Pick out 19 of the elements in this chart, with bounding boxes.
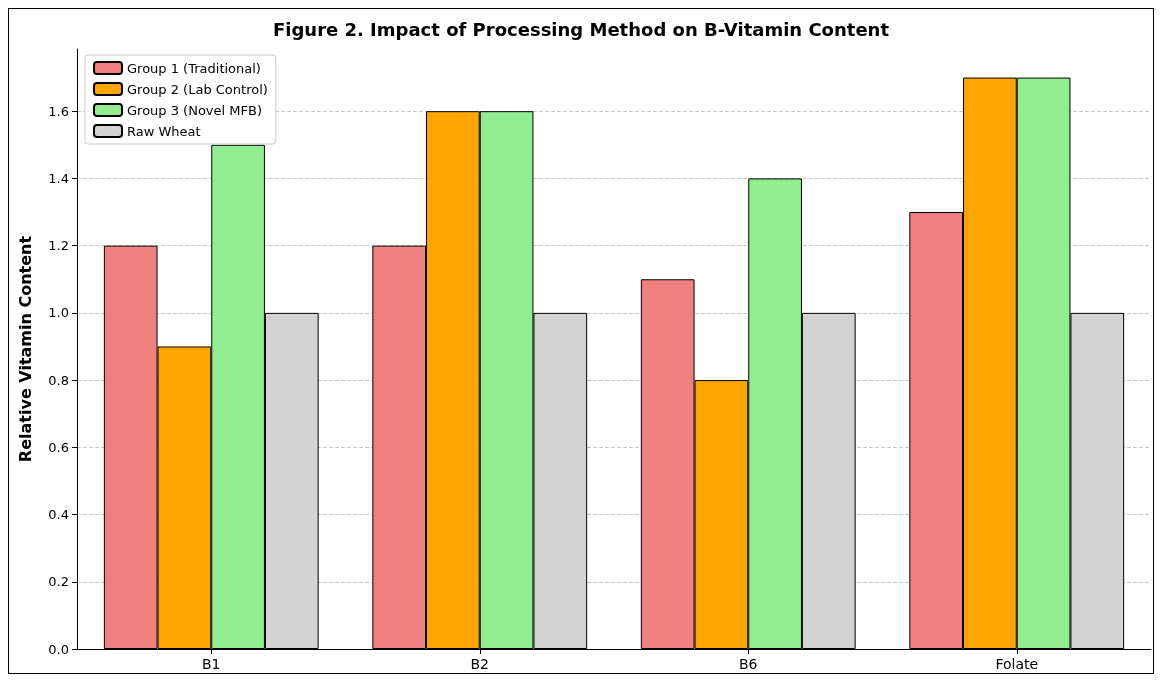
x-tick-label: B1 [201,656,221,672]
y-tick-label: 0.8 [48,372,69,388]
y-tick-label: 1.2 [48,238,69,254]
x-tick-label: B6 [738,656,758,672]
y-tick-label: 1.0 [48,305,69,321]
x-tick-label: Folate [995,656,1039,672]
x-tick-label: B2 [470,656,490,672]
y-tick-label: 0.4 [48,507,69,523]
chart-title: Figure 2. Impact of Processing Method on B-Vitamin Content [272,18,890,40]
legend-label: Group 2 (Lab Control) [127,81,268,97]
legend-label: Raw Wheat [127,123,201,139]
y-tick-label: 0.6 [48,439,69,455]
y-axis-title: Relative Vitamin Content [15,235,35,463]
legend-label: Group 1 (Traditional) [127,60,261,76]
legend-label: Group 3 (Novel MFB) [127,102,262,118]
y-tick-label: 0.0 [48,641,69,657]
y-tick-label: 1.4 [48,170,69,186]
y-tick-label: 1.6 [48,103,69,119]
y-tick-label: 0.2 [48,574,69,590]
